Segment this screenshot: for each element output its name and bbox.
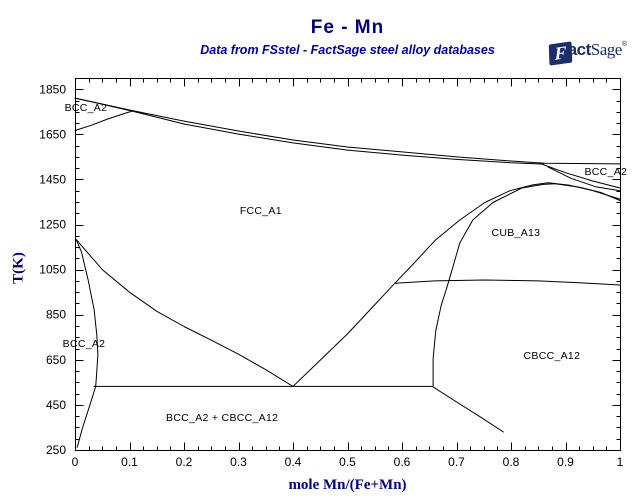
boundary-gamma-solidus (131, 110, 545, 165)
boundary-delta-gamma-lens-lower (74, 110, 133, 131)
y-tick-label: 1850 (39, 82, 66, 96)
x-tick-label: 0.8 (503, 455, 520, 469)
phase-label: BCC_A2 (584, 166, 628, 178)
y-tick-label: 1250 (39, 218, 66, 232)
boundary-cub-cbcc-990K (394, 279, 621, 286)
x-tick-label: 0.3 (230, 455, 247, 469)
plot-axes (75, 78, 621, 451)
x-tick-label: 0.9 (557, 455, 574, 469)
plot-frame (75, 78, 621, 451)
factsage-logo-act: act (567, 40, 592, 59)
factsage-logo-sage: Sage (590, 40, 623, 59)
y-tick-label: 1650 (39, 127, 66, 141)
phase-label: CBCC_A12 (523, 349, 581, 362)
phase-label: CUB_A13 (491, 226, 541, 239)
y-tick-label: 250 (46, 443, 66, 457)
boundary-gamma-boundary-upper-right (547, 166, 621, 192)
x-tick-label: 0.6 (394, 455, 411, 469)
boundary-gamma-cub-cub-side (446, 183, 621, 289)
boundary-delta-solidus-lens-upper (74, 97, 133, 112)
page-title: Fe - Mn (310, 17, 385, 38)
boundary-cbcc-lower-boundary (432, 386, 504, 433)
page-subtitle: Data from FSstel - FactSage steel alloy … (200, 43, 495, 57)
x-tick-label: 0.4 (285, 455, 302, 469)
x-tick-label: 0 (72, 455, 79, 469)
y-tick-label: 1450 (39, 172, 66, 186)
y-tick-label: 850 (46, 308, 66, 322)
x-tick-label: 0.1 (121, 455, 138, 469)
boundary-alpha-solvus-upper (75, 238, 99, 387)
boundary-cbcc-solvus-left (432, 287, 448, 387)
boundary-alpha-solvus-lower (76, 385, 97, 448)
y-axis-tick-labels: 250 450 650 850 1050 1250 1450 1650 1850 (39, 82, 66, 457)
x-tick-label: 0.7 (448, 455, 465, 469)
boundary-a3-gamma-alpha (75, 238, 294, 387)
boundary-liquidus (74, 97, 621, 165)
factsage-logo-trademark: ® (621, 41, 627, 48)
x-tick-label: 0.2 (176, 455, 193, 469)
x-tick-label: 0.5 (339, 455, 356, 469)
y-axis-title: T(K) (10, 252, 27, 284)
phase-label: FCC_A1 (239, 204, 282, 217)
phase-label: BCC_A2 (62, 338, 106, 351)
x-tick-label: 1 (617, 455, 624, 469)
y-tick-label: 1050 (39, 263, 66, 277)
phase-boundaries (74, 97, 621, 448)
x-axis-title: mole Mn/(Fe+Mn) (288, 477, 407, 493)
phase-label: BCC_A2 + CBCC_A12 (166, 411, 279, 424)
x-axis-tick-labels: 0 0.1 0.2 0.3 0.4 0.5 0.6 0.7 0.8 0.9 1 (72, 455, 624, 469)
phase-label: BCC_A2 (64, 101, 108, 114)
boundary-delta-boundary-upper-right (542, 164, 621, 189)
y-tick-label: 650 (46, 353, 66, 367)
factsage-logo: FactSage® (548, 40, 627, 66)
y-tick-label: 450 (46, 398, 66, 412)
boundary-gamma-cbcc-left (292, 282, 396, 387)
